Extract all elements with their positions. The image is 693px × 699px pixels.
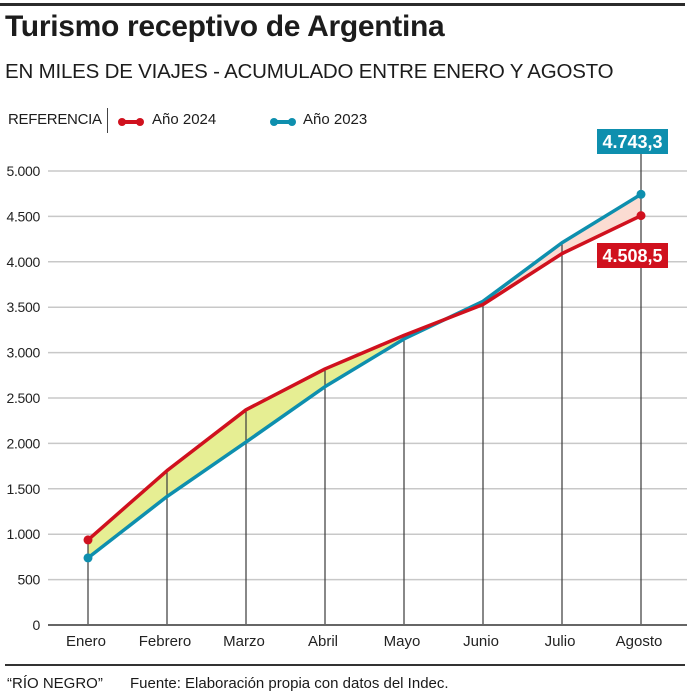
series-line-año-2023	[86, 192, 642, 560]
y-tick-label: 5.000	[6, 163, 40, 179]
x-tick-label: Febrero	[139, 633, 192, 650]
data-point-marker	[83, 553, 93, 563]
x-tick-label: Agosto	[616, 633, 663, 650]
legend-swatch-2024	[118, 118, 144, 126]
x-tick-label: Junio	[463, 633, 499, 650]
chart-subtitle: EN MILES DE VIAJES - ACUMULADO ENTRE ENE…	[5, 60, 614, 83]
legend-label-2023: Año 2023	[303, 111, 368, 128]
x-tick-label: Enero	[66, 633, 106, 650]
x-tick-label: Mayo	[384, 633, 421, 650]
y-tick-label: 2.500	[6, 390, 40, 406]
value-annotation-box	[597, 243, 668, 268]
y-tick-label: 2.000	[6, 435, 40, 451]
legend-swatch-2023	[270, 118, 296, 126]
credit-label: “RÍO NEGRO”	[7, 675, 103, 692]
y-tick-label: 0	[33, 617, 41, 633]
fill-between-area	[246, 368, 325, 443]
y-tick-label: 3.000	[6, 345, 40, 361]
x-tick-label: Abril	[308, 633, 338, 650]
source-label: Fuente: Elaboración propia con datos del…	[130, 675, 449, 692]
footer-rule	[5, 664, 685, 666]
x-tick-label: Marzo	[223, 633, 265, 650]
y-tick-label: 500	[18, 572, 41, 588]
data-point-marker	[636, 211, 646, 221]
legend-label-2024: Año 2024	[152, 111, 217, 128]
value-annotation-box	[597, 129, 668, 154]
data-point-marker	[83, 535, 93, 545]
fill-between-area	[562, 194, 641, 254]
y-tick-label: 3.500	[6, 299, 40, 315]
y-tick-label: 4.000	[6, 254, 40, 270]
value-annotation-label: 4.743,3	[602, 132, 662, 152]
chart-title: Turismo receptivo de Argentina	[5, 10, 445, 43]
y-tick-label: 1.000	[6, 526, 40, 542]
value-annotation-label: 4.508,5	[602, 246, 662, 266]
y-tick-label: 1.500	[6, 481, 40, 497]
legend-divider	[107, 108, 108, 133]
top-rule	[0, 3, 685, 6]
fill-between-area	[167, 409, 246, 497]
fill-between-area	[88, 470, 167, 558]
x-tick-label: Julio	[545, 633, 576, 650]
y-tick-label: 4.500	[6, 208, 40, 224]
data-point-marker	[636, 189, 646, 199]
legend-title: REFERENCIA	[8, 111, 102, 128]
series-line-año-2024	[86, 214, 642, 542]
